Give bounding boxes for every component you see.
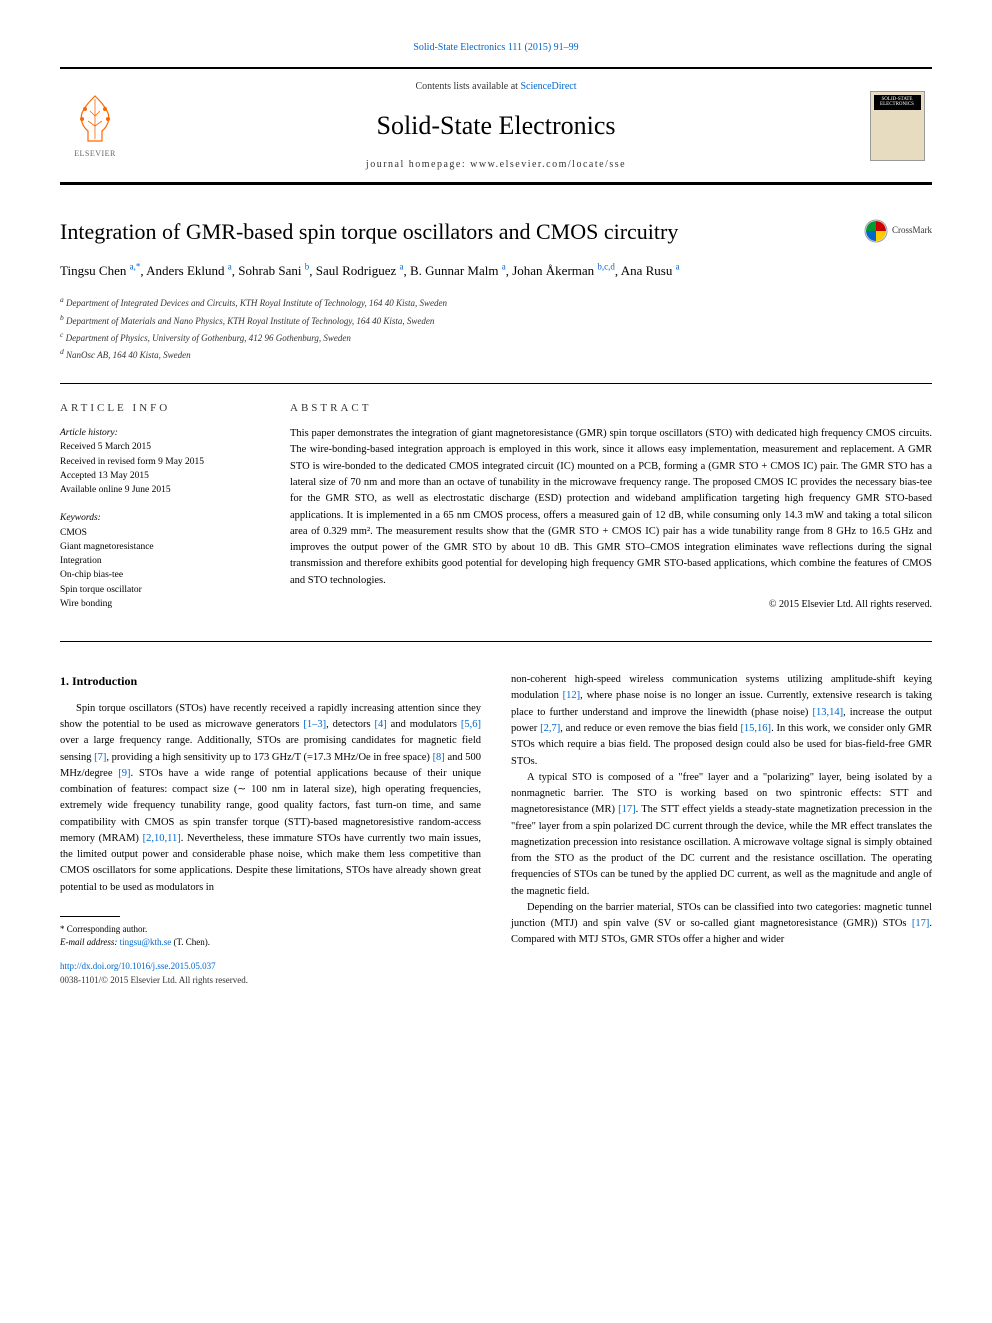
article-title: Integration of GMR-based spin torque osc… xyxy=(60,215,932,248)
author: Anders Eklund a xyxy=(146,263,232,278)
ref-link[interactable]: [13,14] xyxy=(812,707,843,718)
article-history: Article history: Received 5 March 2015 R… xyxy=(60,426,260,497)
footnote-separator xyxy=(60,916,120,917)
ref-link[interactable]: [15,16] xyxy=(740,723,771,734)
article-info: ARTICLE INFO Article history: Received 5… xyxy=(60,400,260,626)
contents-prefix: Contents lists available at xyxy=(415,81,520,92)
top-citation: Solid-State Electronics 111 (2015) 91–99 xyxy=(60,40,932,55)
cover-thumbnail: SOLID-STATE ELECTRONICS xyxy=(870,91,925,161)
journal-header: ELSEVIER Contents lists available at Sci… xyxy=(60,67,932,185)
abstract-heading: ABSTRACT xyxy=(290,400,932,417)
body-paragraph: non-coherent high-speed wireless communi… xyxy=(511,672,932,770)
author: B. Gunnar Malm a xyxy=(410,263,506,278)
email-suffix: (T. Chen). xyxy=(171,937,210,947)
crossmark-icon xyxy=(864,219,888,243)
keyword: Spin torque oscillator xyxy=(60,585,142,595)
history-item: Accepted 13 May 2015 xyxy=(60,471,149,481)
info-heading: ARTICLE INFO xyxy=(60,400,260,417)
homepage-prefix: journal homepage: xyxy=(366,159,470,170)
keyword: Wire bonding xyxy=(60,599,112,609)
ref-link[interactable]: [17] xyxy=(912,918,930,929)
sciencedirect-link[interactable]: ScienceDirect xyxy=(520,81,576,92)
ref-link[interactable]: [17] xyxy=(618,804,636,815)
ref-link[interactable]: [2,10,11] xyxy=(143,833,181,844)
homepage-line: journal homepage: www.elsevier.com/locat… xyxy=(130,157,862,172)
author-list: Tingsu Chen a,*, Anders Eklund a, Sohrab… xyxy=(60,260,932,282)
ref-link[interactable]: [2,7] xyxy=(540,723,560,734)
affiliation: a Department of Integrated Devices and C… xyxy=(60,294,932,310)
author: Ana Rusu a xyxy=(621,263,680,278)
history-item: Received 5 March 2015 xyxy=(60,442,151,452)
contents-line: Contents lists available at ScienceDirec… xyxy=(130,79,862,94)
abstract-copyright: © 2015 Elsevier Ltd. All rights reserved… xyxy=(290,597,932,612)
keyword: On-chip bias-tee xyxy=(60,570,123,580)
author: Sohrab Sani b xyxy=(238,263,309,278)
keyword: Giant magnetoresistance xyxy=(60,542,154,552)
crossmark-badge[interactable]: CrossMark xyxy=(864,219,932,243)
body-paragraph: Depending on the barrier material, STOs … xyxy=(511,900,932,949)
corresponding-footnote: * Corresponding author. E-mail address: … xyxy=(60,923,481,950)
author: Tingsu Chen a,* xyxy=(60,263,140,278)
crossmark-label: CrossMark xyxy=(892,224,932,238)
keyword: Integration xyxy=(60,556,102,566)
author: Saul Rodriguez a xyxy=(316,263,404,278)
email-label: E-mail address: xyxy=(60,937,120,947)
history-item: Available online 9 June 2015 xyxy=(60,485,171,495)
email-link[interactable]: tingsu@kth.se xyxy=(120,937,172,947)
author: Johan Åkerman b,c,d xyxy=(512,263,615,278)
publisher-logo: ELSEVIER xyxy=(60,69,130,182)
history-label: Article history: xyxy=(60,428,118,438)
header-center: Contents lists available at ScienceDirec… xyxy=(130,69,862,182)
abstract-text: This paper demonstrates the integration … xyxy=(290,426,932,589)
history-item: Received in revised form 9 May 2015 xyxy=(60,457,204,467)
cover-title: SOLID-STATE ELECTRONICS xyxy=(874,95,921,110)
affiliation: d NanOsc AB, 164 40 Kista, Sweden xyxy=(60,346,932,362)
elsevier-tree-icon xyxy=(70,91,120,146)
ref-link[interactable]: [4] xyxy=(375,719,387,730)
copyright-footer: 0038-1101/© 2015 Elsevier Ltd. All right… xyxy=(60,974,481,988)
journal-cover: SOLID-STATE ELECTRONICS xyxy=(862,69,932,182)
ref-link[interactable]: [7] xyxy=(94,752,106,763)
publisher-name: ELSEVIER xyxy=(74,148,116,160)
keyword: CMOS xyxy=(60,528,87,538)
section-heading: 1. Introduction xyxy=(60,672,481,691)
affiliations: a Department of Integrated Devices and C… xyxy=(60,294,932,363)
affiliation: b Department of Materials and Nano Physi… xyxy=(60,312,932,328)
keywords-label: Keywords: xyxy=(60,513,101,523)
body-columns: 1. Introduction Spin torque oscillators … xyxy=(60,672,932,988)
ref-link[interactable]: [9] xyxy=(118,768,130,779)
ref-link[interactable]: [12] xyxy=(563,690,581,701)
column-right: non-coherent high-speed wireless communi… xyxy=(511,672,932,988)
corresponding-mark[interactable]: * xyxy=(136,262,141,272)
body-paragraph: Spin torque oscillators (STOs) have rece… xyxy=(60,701,481,896)
column-left: 1. Introduction Spin torque oscillators … xyxy=(60,672,481,988)
doi-line: http://dx.doi.org/10.1016/j.sse.2015.05.… xyxy=(60,960,481,974)
ref-link[interactable]: [8] xyxy=(433,752,445,763)
ref-link[interactable]: [5,6] xyxy=(461,719,481,730)
keywords-block: Keywords: CMOS Giant magnetoresistance I… xyxy=(60,511,260,611)
homepage-url: www.elsevier.com/locate/sse xyxy=(470,159,626,170)
journal-name: Solid-State Electronics xyxy=(130,106,862,145)
affiliation: c Department of Physics, University of G… xyxy=(60,329,932,345)
info-abstract-block: ARTICLE INFO Article history: Received 5… xyxy=(60,383,932,643)
body-paragraph: A typical STO is composed of a "free" la… xyxy=(511,770,932,900)
ref-link[interactable]: [1–3] xyxy=(303,719,326,730)
doi-link[interactable]: http://dx.doi.org/10.1016/j.sse.2015.05.… xyxy=(60,961,216,971)
abstract: ABSTRACT This paper demonstrates the int… xyxy=(290,400,932,626)
corr-label: * Corresponding author. xyxy=(60,923,481,937)
